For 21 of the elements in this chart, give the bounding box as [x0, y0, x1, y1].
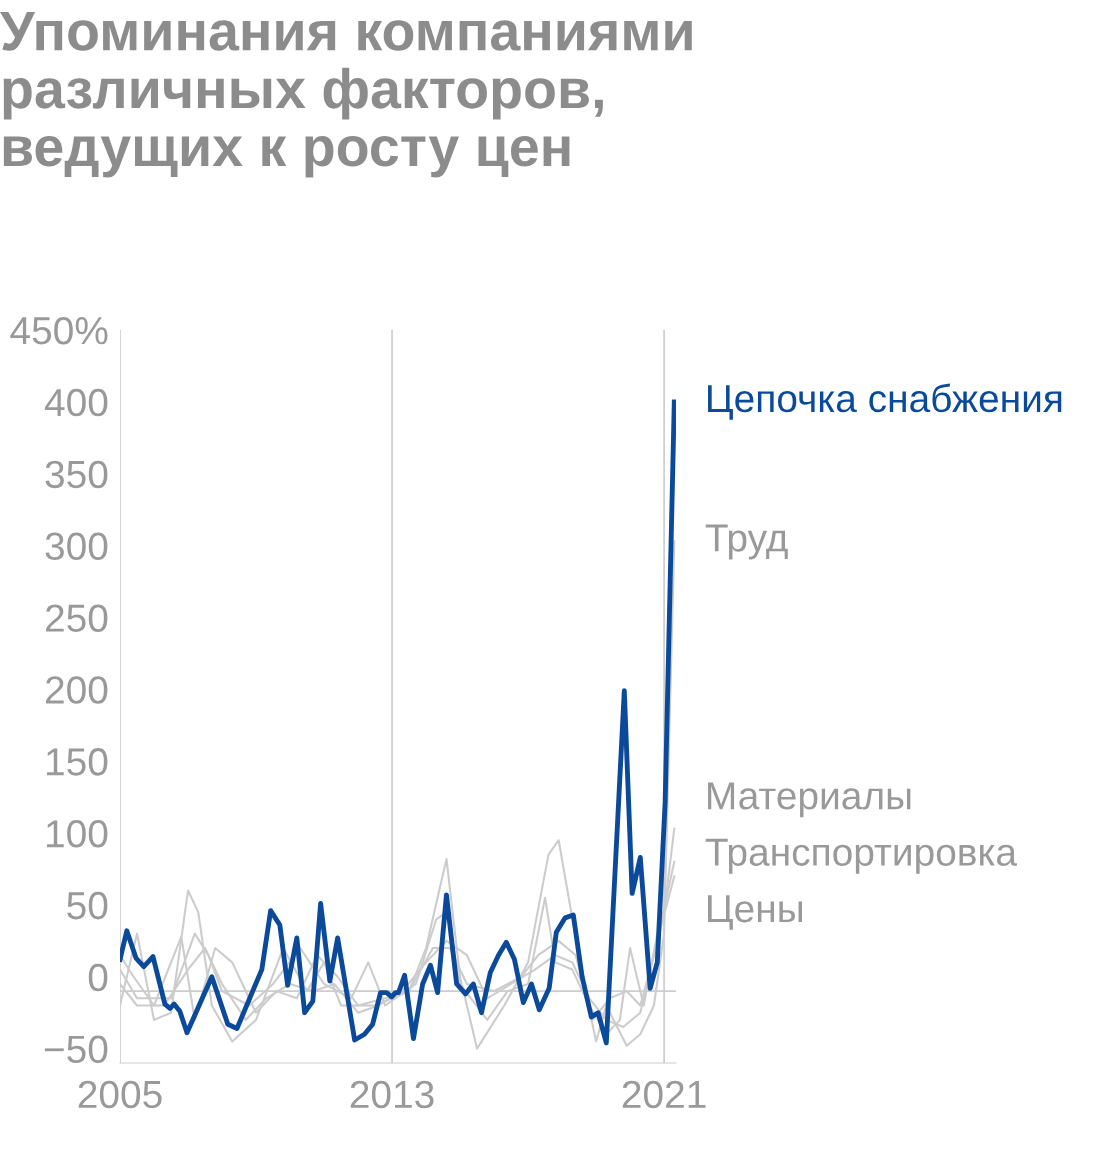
y-tick-label: 50 — [67, 891, 108, 920]
y-tick-label: 150 — [46, 748, 108, 776]
y-tick-label: 450% — [10, 316, 108, 345]
series-label: Цепочка снабжения — [708, 383, 1062, 420]
y-tick-label: 300 — [45, 532, 108, 561]
y-tick-label: 350 — [45, 460, 108, 489]
chart-title: Упоминания компаниями различных факторов, ведущих к росту цен — [0, 12, 692, 178]
y-tick-label: −50 — [44, 1035, 108, 1064]
line-series — [120, 399, 676, 1046]
series-label: Труд — [705, 524, 788, 560]
y-tick-label: 200 — [45, 676, 108, 704]
y-tick-label: 250 — [45, 604, 108, 632]
x-tick-label: 2013 — [350, 1080, 434, 1109]
y-tick-label: 400 — [44, 388, 108, 417]
y-tick-label: 100 — [46, 819, 108, 848]
series-label: Транспортировка — [705, 838, 1017, 874]
series-label: Материалы — [708, 782, 911, 818]
series-label: Цены — [708, 895, 802, 930]
y-tick-label: 0 — [88, 963, 108, 992]
x-tick-label: 2005 — [78, 1080, 162, 1109]
x-tick-label: 2021 — [622, 1080, 706, 1109]
